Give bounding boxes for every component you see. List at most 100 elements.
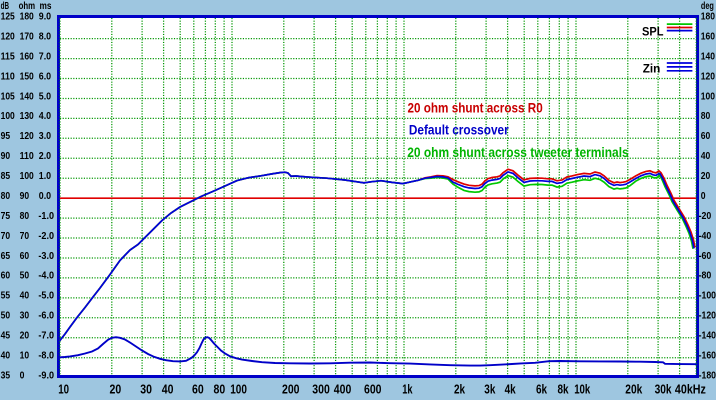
svg-text:110: 110 <box>20 151 34 162</box>
svg-text:140: 140 <box>701 51 715 62</box>
svg-text:SPL: SPL <box>642 24 664 38</box>
svg-text:10k: 10k <box>574 382 591 397</box>
svg-text:160: 160 <box>701 31 715 42</box>
svg-text:-160: -160 <box>699 351 716 362</box>
svg-text:150: 150 <box>20 71 34 82</box>
svg-text:115: 115 <box>1 51 15 62</box>
svg-text:-2.0: -2.0 <box>38 231 54 242</box>
svg-text:120: 120 <box>20 131 34 142</box>
svg-text:120: 120 <box>1 31 15 42</box>
svg-text:180: 180 <box>701 12 715 23</box>
svg-text:5.0: 5.0 <box>39 91 51 102</box>
svg-text:0: 0 <box>701 191 706 202</box>
svg-text:8.0: 8.0 <box>39 31 51 42</box>
svg-text:30: 30 <box>20 311 30 322</box>
svg-text:35: 35 <box>1 370 11 381</box>
svg-text:-5.0: -5.0 <box>38 291 54 302</box>
svg-text:10: 10 <box>58 382 69 397</box>
svg-text:8k: 8k <box>558 382 570 397</box>
svg-text:70: 70 <box>1 231 11 242</box>
svg-text:-1.0: -1.0 <box>38 211 54 222</box>
svg-text:75: 75 <box>1 211 11 222</box>
svg-text:85: 85 <box>1 171 11 182</box>
svg-text:40: 40 <box>1 351 11 362</box>
svg-text:60: 60 <box>192 382 204 397</box>
svg-text:70: 70 <box>20 231 30 242</box>
svg-text:10: 10 <box>20 351 30 362</box>
svg-text:0.0: 0.0 <box>39 191 51 202</box>
svg-text:80: 80 <box>20 211 30 222</box>
svg-text:40: 40 <box>162 382 174 397</box>
svg-text:140: 140 <box>20 91 34 102</box>
svg-text:130: 130 <box>20 111 34 122</box>
svg-text:170: 170 <box>20 31 34 42</box>
svg-text:55: 55 <box>1 291 11 302</box>
svg-text:100: 100 <box>701 91 715 102</box>
svg-text:50: 50 <box>1 311 11 322</box>
svg-text:90: 90 <box>20 191 30 202</box>
svg-text:60: 60 <box>701 131 711 142</box>
svg-text:80: 80 <box>1 191 11 202</box>
svg-text:-180: -180 <box>699 370 716 381</box>
svg-text:40: 40 <box>20 291 30 302</box>
svg-text:60: 60 <box>1 271 11 282</box>
svg-text:-9.0: -9.0 <box>38 370 54 381</box>
svg-text:80: 80 <box>701 111 711 122</box>
svg-text:deg: deg <box>701 1 714 12</box>
svg-text:65: 65 <box>1 251 11 262</box>
svg-text:100: 100 <box>20 171 34 182</box>
svg-text:90: 90 <box>1 151 11 162</box>
svg-text:dB: dB <box>1 1 10 12</box>
svg-text:4.0: 4.0 <box>39 111 51 122</box>
svg-text:40: 40 <box>701 151 711 162</box>
svg-text:-80: -80 <box>699 271 712 282</box>
svg-text:1k: 1k <box>402 382 413 397</box>
svg-text:160: 160 <box>20 51 34 62</box>
svg-text:-6.0: -6.0 <box>38 311 54 322</box>
svg-text:30: 30 <box>140 382 152 397</box>
svg-text:400: 400 <box>334 382 352 397</box>
svg-text:300: 300 <box>312 382 330 397</box>
svg-text:3.0: 3.0 <box>39 131 51 142</box>
svg-text:-8.0: -8.0 <box>38 351 54 362</box>
svg-text:20k: 20k <box>625 382 643 397</box>
svg-text:600: 600 <box>364 382 382 397</box>
svg-text:3k: 3k <box>484 382 496 397</box>
svg-text:-120: -120 <box>699 311 716 322</box>
svg-text:-140: -140 <box>699 331 716 342</box>
svg-text:200: 200 <box>282 382 300 397</box>
svg-text:80: 80 <box>214 382 226 397</box>
svg-text:-3.0: -3.0 <box>38 251 54 262</box>
svg-text:9.0: 9.0 <box>39 12 51 23</box>
svg-text:50: 50 <box>20 271 30 282</box>
svg-text:95: 95 <box>1 131 11 142</box>
svg-text:7.0: 7.0 <box>39 51 51 62</box>
svg-text:125: 125 <box>1 12 15 23</box>
svg-text:-4.0: -4.0 <box>38 271 54 282</box>
svg-text:105: 105 <box>1 91 15 102</box>
svg-text:60: 60 <box>20 251 30 262</box>
svg-text:180: 180 <box>20 12 34 23</box>
svg-text:20: 20 <box>20 331 30 342</box>
svg-text:ms: ms <box>40 1 52 12</box>
svg-text:1.0: 1.0 <box>39 171 51 182</box>
svg-text:Zin: Zin <box>643 61 661 75</box>
svg-text:ohm: ohm <box>19 1 35 12</box>
svg-text:100: 100 <box>230 382 247 397</box>
svg-text:-40: -40 <box>699 231 712 242</box>
svg-text:20: 20 <box>110 382 122 397</box>
svg-text:0: 0 <box>20 370 25 381</box>
svg-text:20 ohm shunt across R0: 20 ohm shunt across R0 <box>408 101 543 116</box>
svg-text:-7.0: -7.0 <box>38 331 54 342</box>
svg-text:Default crossover: Default crossover <box>409 123 509 138</box>
svg-text:20: 20 <box>701 171 711 182</box>
svg-text:40kHz: 40kHz <box>675 382 706 397</box>
svg-text:45: 45 <box>1 331 11 342</box>
svg-text:120: 120 <box>701 71 715 82</box>
svg-text:110: 110 <box>1 71 15 82</box>
svg-text:2k: 2k <box>454 382 466 397</box>
svg-text:-100: -100 <box>699 291 716 302</box>
svg-text:30k: 30k <box>655 382 673 397</box>
svg-text:6k: 6k <box>536 382 548 397</box>
svg-text:-60: -60 <box>699 251 712 262</box>
